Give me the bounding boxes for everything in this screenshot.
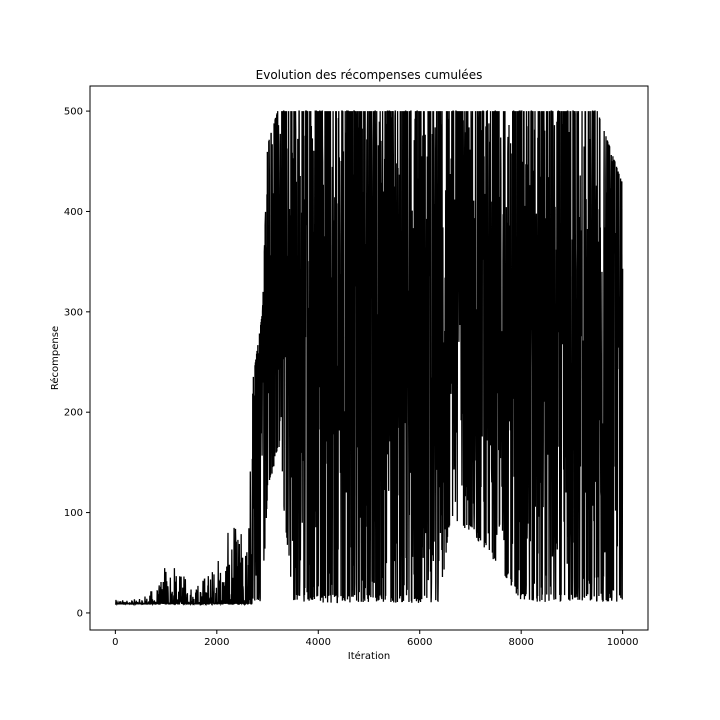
reward-series-line <box>114 110 624 607</box>
y-tick-label: 200 <box>64 408 83 419</box>
x-axis-label: Itération <box>348 650 390 662</box>
y-tick-label: 500 <box>64 107 83 118</box>
series-layer <box>114 110 624 607</box>
y-axis-label: Récompense <box>49 326 61 390</box>
y-tick-label: 400 <box>64 207 83 218</box>
x-axis-ticks: 0 2000 4000 6000 8000 10000 <box>112 630 639 648</box>
x-tick-label: 6000 <box>407 637 432 648</box>
y-tick-label: 100 <box>64 508 83 519</box>
y-tick-label: 300 <box>64 307 83 318</box>
chart-title: Evolution des récompenses cumulées <box>256 68 483 82</box>
x-tick-label: 2000 <box>204 637 229 648</box>
x-tick-label: 8000 <box>508 637 533 648</box>
x-tick-label: 10000 <box>607 637 639 648</box>
y-tick-label: 0 <box>77 608 83 619</box>
x-tick-label: 0 <box>112 637 118 648</box>
y-axis-ticks: 0 100 200 300 400 500 <box>64 107 90 619</box>
x-tick-label: 4000 <box>306 637 331 648</box>
plot-area-frame <box>89 85 649 631</box>
